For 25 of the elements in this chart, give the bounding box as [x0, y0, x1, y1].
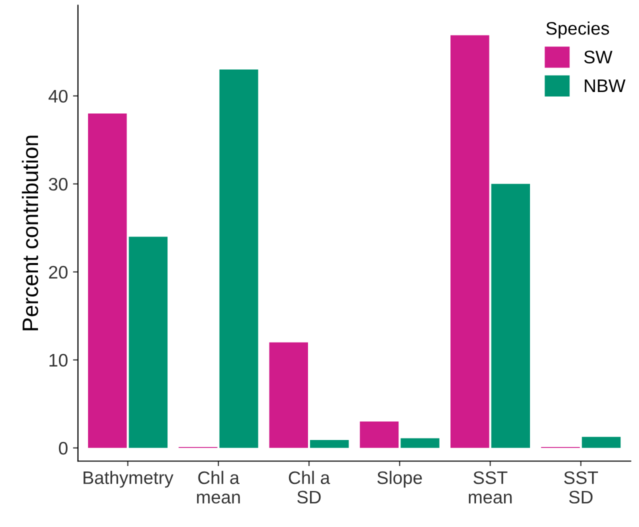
legend-title: Species	[546, 22, 610, 38]
y-tick-label: 0	[58, 442, 68, 455]
x-tick-label: Slope	[377, 470, 422, 488]
x-tick-label: Bathymetry	[84, 470, 174, 488]
bar	[400, 438, 440, 448]
bar	[128, 236, 168, 448]
y-axis-title: Percent contribution	[22, 136, 38, 330]
y-tick-label: 20	[49, 266, 68, 279]
x-tick-label: SST mean	[468, 471, 512, 504]
bar	[310, 440, 349, 448]
bar	[582, 436, 621, 448]
y-tick-label: 40	[48, 90, 68, 103]
x-tick-label: Chl a mean	[197, 470, 240, 504]
x-tick-label: Chl a SD	[288, 470, 330, 504]
bar	[360, 422, 399, 448]
bar	[491, 184, 530, 448]
legend-label: NBW	[584, 80, 626, 92]
y-tick-label: 30	[48, 178, 68, 191]
y-tick-label: 10	[50, 354, 68, 367]
bar	[269, 342, 308, 448]
x-tick-label: SST SD	[564, 471, 598, 504]
bar	[219, 70, 258, 448]
bar	[450, 35, 490, 448]
bar	[88, 114, 127, 448]
legend-label: SW	[584, 50, 612, 64]
